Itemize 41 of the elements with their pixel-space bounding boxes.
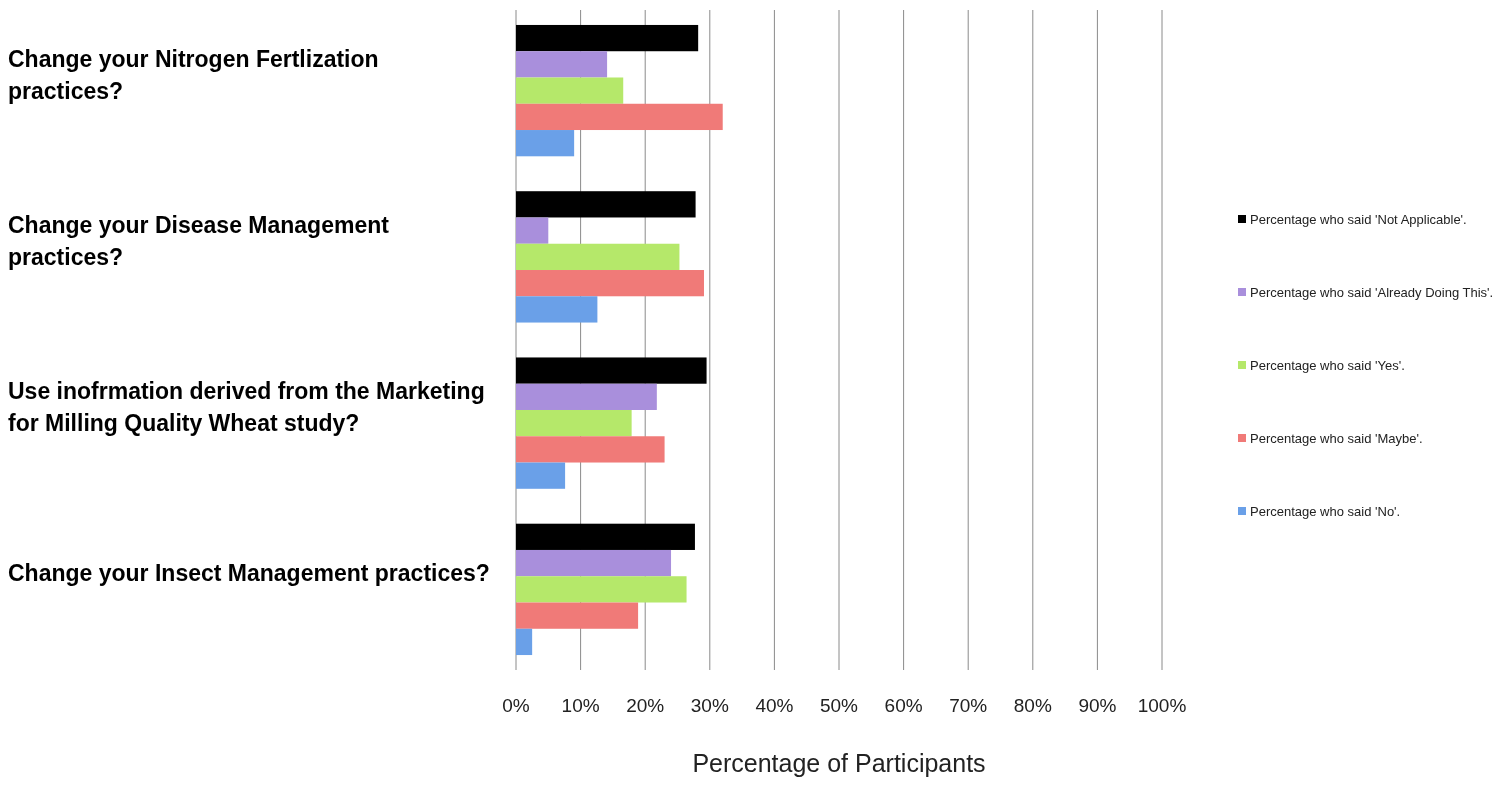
bar <box>516 383 657 410</box>
bar <box>516 357 707 384</box>
legend-label: Percentage who said 'Not Applicable'. <box>1250 212 1467 227</box>
bar <box>516 628 533 656</box>
bar <box>516 409 632 437</box>
x-tick-label: 10% <box>561 695 600 716</box>
bar <box>516 243 680 271</box>
x-tick-label: 50% <box>819 695 859 716</box>
legend-label: Percentage who said 'Already Doing This'. <box>1250 285 1494 300</box>
x-tick-label: 100% <box>1137 695 1187 716</box>
legend-label: Percentage who said 'Yes'. <box>1250 358 1405 373</box>
x-tick-label: 80% <box>1013 695 1052 716</box>
bar <box>516 270 704 297</box>
legend-label: Percentage who said 'Maybe'. <box>1250 431 1423 446</box>
x-tick-label: 60% <box>884 695 923 716</box>
bar <box>516 576 687 603</box>
x-tick-label: 20% <box>626 695 665 716</box>
bar <box>516 602 639 629</box>
bar <box>516 436 665 463</box>
bar <box>516 24 699 52</box>
legend-label: Percentage who said 'No'. <box>1250 504 1401 519</box>
x-axis-title: Percentage of Participants <box>692 749 986 777</box>
x-tick-label: 70% <box>949 695 988 716</box>
x-tick-label: 90% <box>1078 695 1117 716</box>
y-tick-label: Change your Nitrogen Fertlization practices? <box>8 45 379 104</box>
bar <box>516 191 696 218</box>
bar <box>516 296 598 323</box>
bar <box>516 549 672 577</box>
y-tick-label: Change your Disease Management practices? <box>8 211 390 270</box>
bar <box>516 77 624 104</box>
bar <box>516 462 566 489</box>
bar <box>516 103 723 131</box>
y-tick-label: Change your Insect Management practices? <box>8 560 490 587</box>
x-tick-label: 0% <box>502 695 530 716</box>
bar <box>516 523 695 550</box>
y-tick-label: Use inofrmation derived from the Marketing for Milling Quality Wheat study? <box>8 378 485 437</box>
bar <box>516 217 549 244</box>
bar <box>516 51 608 78</box>
x-tick-label: 40% <box>755 695 794 716</box>
bar <box>516 130 575 157</box>
x-tick-label: 30% <box>690 695 729 716</box>
